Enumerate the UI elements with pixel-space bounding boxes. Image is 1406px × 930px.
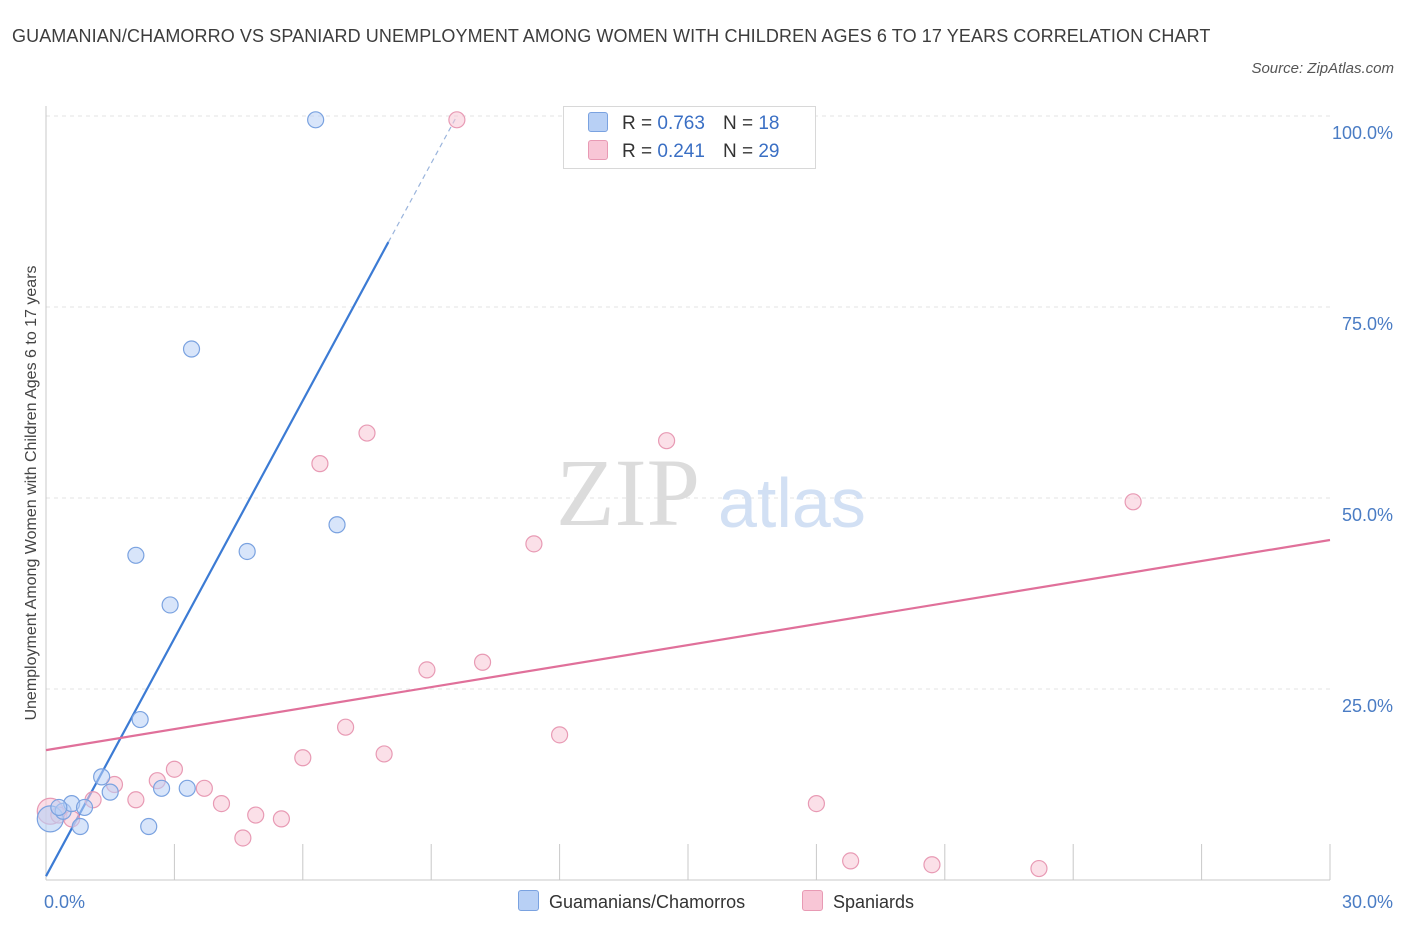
spaniards-point-17[interactable] [358,424,376,442]
stats-row-spaniards: R = 0.241 N = 29 [588,140,779,166]
spaniards-point-8[interactable] [165,760,183,778]
x-tick-label-end: 30.0% [1342,892,1393,912]
spaniards-point-27[interactable] [842,852,860,870]
spaniards-point-23[interactable] [550,726,569,744]
guamanians-point-15[interactable] [238,542,256,561]
n-value: 18 [758,113,780,134]
guamanians-point-4[interactable] [71,817,89,836]
r-value: 0.763 [657,113,705,134]
stats-row-guamanians: R = 0.763 N = 18 [588,112,779,138]
spaniards-point-20[interactable] [448,111,466,129]
watermark-zip: ZIP [556,439,700,546]
spaniards-point-6[interactable] [127,791,145,809]
guamanians-swatch [588,112,608,132]
spaniards-point-26[interactable] [807,794,826,813]
spaniards-point-10[interactable] [212,794,231,813]
guamanians-point-12[interactable] [161,596,179,614]
r-label: R = [622,113,653,134]
spaniards-point-19[interactable] [418,661,436,679]
axes [45,106,1331,881]
spaniards-point-13[interactable] [272,810,290,828]
guamanians-point-5[interactable] [75,798,94,817]
spaniards-point-14[interactable] [294,749,312,767]
spaniards-point-12[interactable] [247,806,265,824]
spaniards-point-9[interactable] [195,779,213,797]
guamanians-trend-extension [387,115,458,243]
y-tick-label-4: 100.0% [1332,123,1393,143]
n-label: N = [722,113,754,134]
spaniards-swatch [588,140,608,160]
n-value: 29 [758,141,780,162]
spaniards-point-22[interactable] [525,535,543,553]
spaniards-legend-swatch [802,890,823,911]
gridlines [46,115,1330,690]
guamanians-point-18[interactable] [50,798,68,817]
stats-legend: R = 0.763 N = 18 R = 0.241 N = 29 [563,106,816,169]
r-value: 0.241 [657,141,705,162]
y-tick-labels: 25.0% 50.0% 75.0% 100.0% [1332,123,1393,716]
spaniards-point-24[interactable] [657,432,676,450]
legend-label-guamanians: Guamanians/Chamorros [549,892,746,912]
guamanians-point-16[interactable] [307,111,325,129]
guamanians-point-10[interactable] [140,817,158,836]
data-points [36,111,1142,878]
spaniards-point-15[interactable] [311,455,329,473]
y-tick-label-1: 25.0% [1342,696,1393,716]
guamanians-point-17[interactable] [328,516,346,534]
guamanians-point-8[interactable] [127,546,145,564]
guamanians-point-13[interactable] [178,779,196,797]
spaniards-trend-line [45,538,1331,752]
watermark-atlas: atlas [718,464,866,542]
series-legend: Guamanians/Chamorros Spaniards [0,888,1406,918]
source-label: Source: ZipAtlas.com [1251,60,1394,77]
legend-item-guamanians[interactable]: Guamanians/Chamorros [518,890,745,913]
guamanians-point-7[interactable] [101,783,119,801]
y-axis-title: Unemployment Among Women with Children A… [23,265,40,720]
guamanians-point-11[interactable] [152,779,171,797]
r-label: R = [622,141,653,162]
spaniards-point-28[interactable] [923,856,941,874]
spaniards-point-18[interactable] [375,745,393,763]
chart-title: GUAMANIAN/CHAMORRO VS SPANIARD UNEMPLOYM… [12,26,1211,46]
x-tick-label-start: 0.0% [44,892,85,912]
y-tick-label-2: 50.0% [1342,505,1393,525]
x-tick-labels: 0.0% 30.0% [44,892,1393,912]
spaniards-point-30[interactable] [1124,493,1142,511]
guamanians-point-9[interactable] [131,710,149,729]
legend-item-spaniards[interactable]: Spaniards [802,890,914,913]
guamanians-legend-swatch [518,890,539,911]
n-label: N = [722,141,754,162]
spaniards-point-21[interactable] [473,653,492,671]
spaniards-point-16[interactable] [337,718,355,736]
watermark: ZIP atlas [556,439,866,546]
legend-label-spaniards: Spaniards [833,892,915,912]
y-tick-label-3: 75.0% [1342,314,1393,334]
guamanians-point-14[interactable] [182,340,201,358]
spaniards-point-29[interactable] [1030,859,1048,878]
guamanians-point-6[interactable] [93,768,111,786]
spaniards-point-11[interactable] [234,829,252,847]
